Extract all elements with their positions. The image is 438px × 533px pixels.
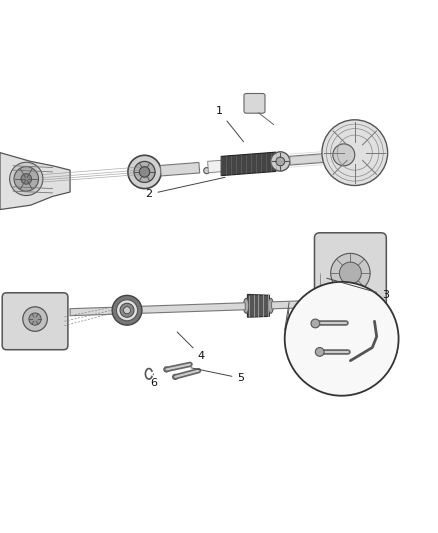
Text: 4: 4: [177, 332, 205, 361]
FancyBboxPatch shape: [244, 93, 265, 113]
Polygon shape: [160, 163, 200, 176]
Circle shape: [311, 319, 320, 328]
Circle shape: [120, 303, 134, 317]
Text: 3: 3: [327, 278, 389, 300]
Circle shape: [271, 152, 290, 171]
Circle shape: [29, 313, 41, 325]
Circle shape: [164, 367, 169, 372]
Polygon shape: [0, 152, 70, 209]
Polygon shape: [290, 154, 325, 165]
FancyBboxPatch shape: [314, 233, 386, 318]
Circle shape: [128, 155, 161, 189]
Circle shape: [333, 144, 355, 166]
Circle shape: [339, 262, 361, 284]
Circle shape: [134, 161, 155, 182]
Text: 6: 6: [150, 374, 157, 387]
Polygon shape: [272, 300, 320, 309]
Circle shape: [10, 162, 43, 196]
Ellipse shape: [268, 298, 273, 313]
Circle shape: [204, 167, 210, 174]
Polygon shape: [221, 152, 276, 176]
Circle shape: [285, 282, 399, 395]
Circle shape: [322, 120, 388, 185]
Circle shape: [315, 348, 324, 356]
Text: 2: 2: [145, 177, 225, 199]
Circle shape: [23, 307, 47, 332]
Circle shape: [14, 167, 39, 191]
Circle shape: [276, 157, 285, 166]
Polygon shape: [247, 294, 269, 317]
Circle shape: [331, 253, 370, 293]
Circle shape: [117, 300, 138, 321]
Circle shape: [112, 295, 142, 325]
Ellipse shape: [244, 298, 249, 313]
Circle shape: [124, 307, 131, 314]
Text: 1: 1: [215, 106, 244, 142]
Text: 5: 5: [191, 368, 244, 383]
Polygon shape: [208, 160, 226, 173]
FancyBboxPatch shape: [2, 293, 68, 350]
Circle shape: [21, 174, 32, 184]
Circle shape: [173, 374, 178, 379]
Polygon shape: [70, 303, 245, 316]
Circle shape: [139, 167, 150, 177]
